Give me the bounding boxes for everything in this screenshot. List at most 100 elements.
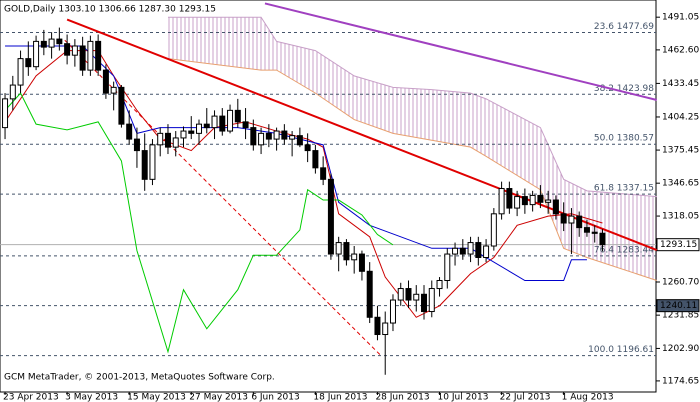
y-tick-label: 1202.90 bbox=[662, 344, 699, 354]
x-tick-label: 6 Jun 2013 bbox=[251, 393, 299, 402]
x-tick-label: 28 Jun 2013 bbox=[375, 393, 429, 402]
x-tick-label: 18 Jun 2013 bbox=[313, 393, 367, 402]
candle-body bbox=[196, 123, 203, 134]
candle-body bbox=[498, 188, 505, 215]
candle-body bbox=[413, 293, 420, 301]
candle-body bbox=[188, 130, 195, 134]
cloud-area bbox=[167, 17, 657, 281]
candle-body bbox=[33, 40, 40, 68]
candle-body bbox=[102, 69, 109, 94]
candle-body bbox=[296, 135, 303, 146]
x-tick-label: 10 Jul 2013 bbox=[438, 393, 489, 402]
candle-body bbox=[79, 45, 86, 71]
candle-body bbox=[327, 178, 334, 255]
candle-body bbox=[405, 288, 412, 301]
cloud-span-a bbox=[167, 16, 657, 198]
candle-body bbox=[118, 86, 125, 125]
candle-body bbox=[258, 132, 265, 146]
candle-body bbox=[428, 288, 435, 313]
candle-body bbox=[389, 299, 396, 324]
candle-body bbox=[25, 58, 32, 68]
candle-body bbox=[242, 121, 249, 129]
y-tick-label: 1462.60 bbox=[662, 45, 699, 55]
candle-body bbox=[343, 242, 350, 261]
candle-body bbox=[289, 135, 296, 140]
chart-title: GOLD,Daily 1303.10 1306.66 1287.30 1293.… bbox=[4, 5, 216, 15]
fib-label: 76.4 1283.44 bbox=[594, 245, 654, 255]
candle-body bbox=[467, 242, 474, 255]
footer: GCM MetaTrader, © 2001-2013, MetaQuotes … bbox=[4, 373, 275, 383]
x-tick-label: 22 Jul 2013 bbox=[500, 393, 551, 402]
y-tick-label: 1404.25 bbox=[662, 112, 699, 122]
candle-body bbox=[211, 115, 218, 129]
candle-body bbox=[436, 279, 443, 290]
cloud-span-b bbox=[167, 58, 657, 281]
candle-body bbox=[180, 130, 187, 139]
candle-body bbox=[537, 194, 544, 203]
candle-body bbox=[56, 38, 63, 45]
fib-label: 100.0 1196.61 bbox=[588, 345, 654, 355]
price-box bbox=[656, 238, 700, 252]
candle-body bbox=[273, 130, 280, 140]
candle-body bbox=[545, 199, 552, 203]
candle-body bbox=[172, 137, 179, 148]
candle-body bbox=[576, 215, 583, 229]
x-tick-label: 1 Aug 2013 bbox=[562, 393, 614, 402]
trendline bbox=[64, 39, 381, 356]
y-tick-label: 1174.65 bbox=[662, 376, 699, 386]
candle-body bbox=[157, 132, 164, 146]
x-tick-label: 15 May 2013 bbox=[127, 393, 186, 402]
candle-body bbox=[304, 144, 311, 152]
candle-body bbox=[506, 188, 513, 209]
candle-body bbox=[87, 40, 94, 71]
y-tick-label: 1318.05 bbox=[662, 212, 699, 222]
candle-body bbox=[48, 38, 55, 48]
candle-body bbox=[452, 247, 459, 255]
price-label: 1240.11 bbox=[660, 301, 697, 311]
candle-body bbox=[219, 115, 226, 132]
candle-body bbox=[583, 227, 590, 233]
candle-body bbox=[475, 242, 482, 259]
x-tick-label: 27 May 2013 bbox=[189, 393, 248, 402]
candle-body bbox=[203, 123, 210, 129]
fib-label: 23.6 1477.69 bbox=[594, 22, 654, 32]
candle-body bbox=[490, 213, 497, 247]
candle-body bbox=[149, 144, 156, 180]
candle-body bbox=[444, 253, 451, 281]
candle-body bbox=[250, 127, 257, 146]
y-tick-label: 1433.45 bbox=[662, 79, 699, 89]
candle-body bbox=[568, 215, 575, 224]
candle-body bbox=[281, 130, 288, 140]
candle-body bbox=[374, 316, 381, 336]
candle-body bbox=[382, 322, 389, 336]
candle-body bbox=[17, 58, 24, 86]
fib-label: 38.2 1423.98 bbox=[594, 84, 654, 94]
indicator-line bbox=[4, 92, 394, 354]
y-tick-label: 1375.45 bbox=[662, 146, 699, 156]
price-label: 1293.15 bbox=[660, 240, 697, 250]
candle-body bbox=[552, 199, 559, 215]
candle-body bbox=[351, 253, 358, 261]
candle-body bbox=[64, 43, 71, 56]
candle-body bbox=[126, 123, 133, 140]
candle-body bbox=[312, 150, 319, 169]
candle-body bbox=[234, 109, 241, 123]
candle-body bbox=[459, 247, 466, 255]
x-tick-label: 23 Apr 2013 bbox=[3, 393, 59, 402]
candle-body bbox=[141, 150, 148, 180]
candle-body bbox=[521, 196, 528, 206]
candle-body bbox=[397, 288, 404, 301]
fib-label: 50.0 1380.57 bbox=[594, 134, 654, 144]
x-tick-label: 3 May 2013 bbox=[65, 393, 118, 402]
candle-body bbox=[95, 40, 102, 71]
fib-label: 61.8 1337.15 bbox=[594, 184, 654, 194]
y-tick-label: 1346.65 bbox=[662, 179, 699, 189]
y-tick-label: 1260.70 bbox=[662, 277, 699, 287]
trendline bbox=[264, 2, 658, 101]
candle-body bbox=[483, 245, 490, 259]
candle-body bbox=[358, 253, 365, 272]
price-box bbox=[656, 299, 700, 313]
candle-body bbox=[560, 213, 567, 224]
candle-body bbox=[71, 45, 78, 56]
